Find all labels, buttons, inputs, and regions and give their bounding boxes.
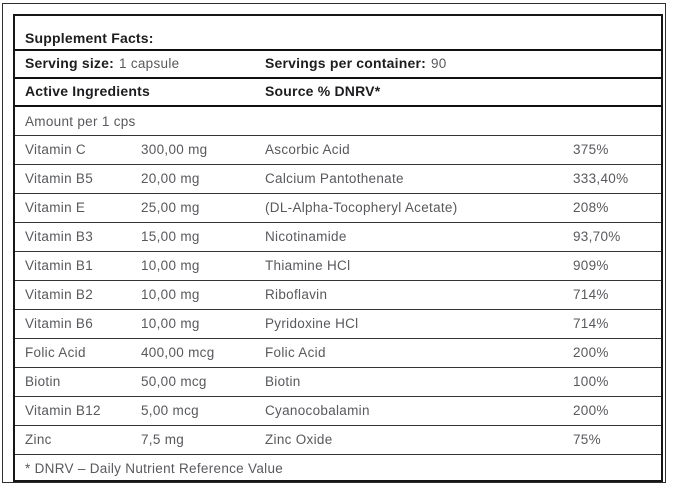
- ingredient-source: Zinc Oxide: [265, 432, 333, 447]
- ingredient-dnrv: 909%: [573, 258, 609, 273]
- ingredient-dnrv: 714%: [573, 287, 609, 302]
- active-ingredients-header: Active Ingredients: [25, 83, 150, 99]
- amount-per-capsule-row: Amount per 1 cps: [15, 107, 661, 136]
- ingredient-dnrv: 208%: [573, 200, 609, 215]
- title-row: Supplement Facts:: [15, 16, 661, 51]
- table-row: Vitamin B1 10,00 mg Thiamine HCl 909%: [15, 252, 661, 281]
- ingredient-amount: 7,5 mg: [141, 432, 185, 447]
- ingredient-amount: 400,00 mcg: [141, 345, 215, 360]
- table-row: Biotin 50,00 mcg Biotin 100%: [15, 368, 661, 397]
- table-row: Vitamin B2 10,00 mg Riboflavin 714%: [15, 281, 661, 310]
- ingredient-amount: 10,00 mg: [141, 258, 200, 273]
- footnote-text: * DNRV – Daily Nutrient Reference Value: [25, 461, 284, 476]
- serving-row: Serving size: 1 capsule Servings per cont…: [15, 51, 661, 79]
- ingredient-source: Cyanocobalamin: [265, 403, 370, 418]
- ingredient-amount: 50,00 mcg: [141, 374, 207, 389]
- table-row: Zinc 7,5 mg Zinc Oxide 75%: [15, 426, 661, 455]
- ingredient-amount: 300,00 mg: [141, 142, 208, 157]
- ingredient-dnrv: 200%: [573, 345, 609, 360]
- ingredient-source: Thiamine HCl: [265, 258, 351, 273]
- serving-size-value: 1 capsule: [118, 56, 180, 71]
- serving-size-label: Serving size:: [25, 55, 114, 71]
- panel-title: Supplement Facts:: [25, 30, 154, 46]
- ingredient-dnrv: 93,70%: [573, 229, 621, 244]
- table-row: Vitamin C 300,00 mg Ascorbic Acid 375%: [15, 136, 661, 165]
- table-row: Vitamin E 25,00 mg (DL-Alpha-Tocopheryl …: [15, 194, 661, 223]
- source-dnrv-header-cell: Source % DNRV*: [265, 83, 651, 101]
- ingredient-source: Pyridoxine HCl: [265, 316, 359, 331]
- ingredient-source: Biotin: [265, 374, 301, 389]
- ingredient-source: Ascorbic Acid: [265, 142, 350, 157]
- ingredient-dnrv: 375%: [573, 142, 609, 157]
- ingredient-name: Biotin: [25, 374, 61, 389]
- table-row: Vitamin B6 10,00 mg Pyridoxine HCl 714%: [15, 310, 661, 339]
- ingredient-source: Nicotinamide: [265, 229, 347, 244]
- facts-panel: Supplement Facts: Serving size: 1 capsule…: [13, 14, 663, 482]
- servings-per-container-value: 90: [430, 56, 447, 71]
- ingredient-source: (DL-Alpha-Tocopheryl Acetate): [265, 200, 458, 215]
- ingredient-name: Vitamin B1: [25, 258, 94, 273]
- ingredient-amount: 10,00 mg: [141, 316, 200, 331]
- serving-size-cell: Serving size: 1 capsule: [25, 55, 265, 73]
- outer-frame: Supplement Facts: Serving size: 1 capsule…: [2, 3, 666, 483]
- ingredient-name: Vitamin E: [25, 200, 86, 215]
- ingredient-amount: 20,00 mg: [141, 171, 200, 186]
- servings-per-container-cell: Servings per container: 90: [265, 55, 651, 73]
- ingredient-name: Vitamin B5: [25, 171, 94, 186]
- column-header-row: Active Ingredients Source % DNRV*: [15, 79, 661, 107]
- ingredient-name: Vitamin B2: [25, 287, 94, 302]
- amount-per-capsule-label: Amount per 1 cps: [25, 113, 136, 129]
- source-dnrv-header: Source % DNRV*: [265, 83, 381, 99]
- ingredient-dnrv: 333,40%: [573, 171, 629, 186]
- table-row: Vitamin B12 5,00 mcg Cyanocobalamin 200%: [15, 397, 661, 426]
- ingredient-amount: 5,00 mcg: [141, 403, 199, 418]
- ingredient-amount: 10,00 mg: [141, 287, 200, 302]
- table-row: Folic Acid 400,00 mcg Folic Acid 200%: [15, 339, 661, 368]
- ingredient-dnrv: 200%: [573, 403, 609, 418]
- ingredient-dnrv: 714%: [573, 316, 609, 331]
- ingredient-name: Vitamin B6: [25, 316, 94, 331]
- ingredient-amount: 25,00 mg: [141, 200, 200, 215]
- ingredient-amount: 15,00 mg: [141, 229, 200, 244]
- ingredient-source: Riboflavin: [265, 287, 328, 302]
- servings-per-container-label: Servings per container:: [265, 55, 426, 71]
- active-ingredients-header-cell: Active Ingredients: [25, 83, 265, 101]
- table-row: Vitamin B3 15,00 mg Nicotinamide 93,70%: [15, 223, 661, 252]
- ingredient-source: Calcium Pantothenate: [265, 171, 404, 186]
- ingredient-dnrv: 75%: [573, 432, 601, 447]
- ingredient-name: Vitamin C: [25, 142, 86, 157]
- footnote-row: * DNRV – Daily Nutrient Reference Value: [15, 455, 661, 482]
- ingredient-name: Zinc: [25, 432, 52, 447]
- ingredient-dnrv: 100%: [573, 374, 609, 389]
- ingredient-name: Folic Acid: [25, 345, 86, 360]
- ingredient-rows: Vitamin C 300,00 mg Ascorbic Acid 375% V…: [15, 136, 661, 455]
- table-row: Vitamin B5 20,00 mg Calcium Pantothenate…: [15, 165, 661, 194]
- ingredient-source: Folic Acid: [265, 345, 326, 360]
- ingredient-name: Vitamin B12: [25, 403, 101, 418]
- ingredient-name: Vitamin B3: [25, 229, 94, 244]
